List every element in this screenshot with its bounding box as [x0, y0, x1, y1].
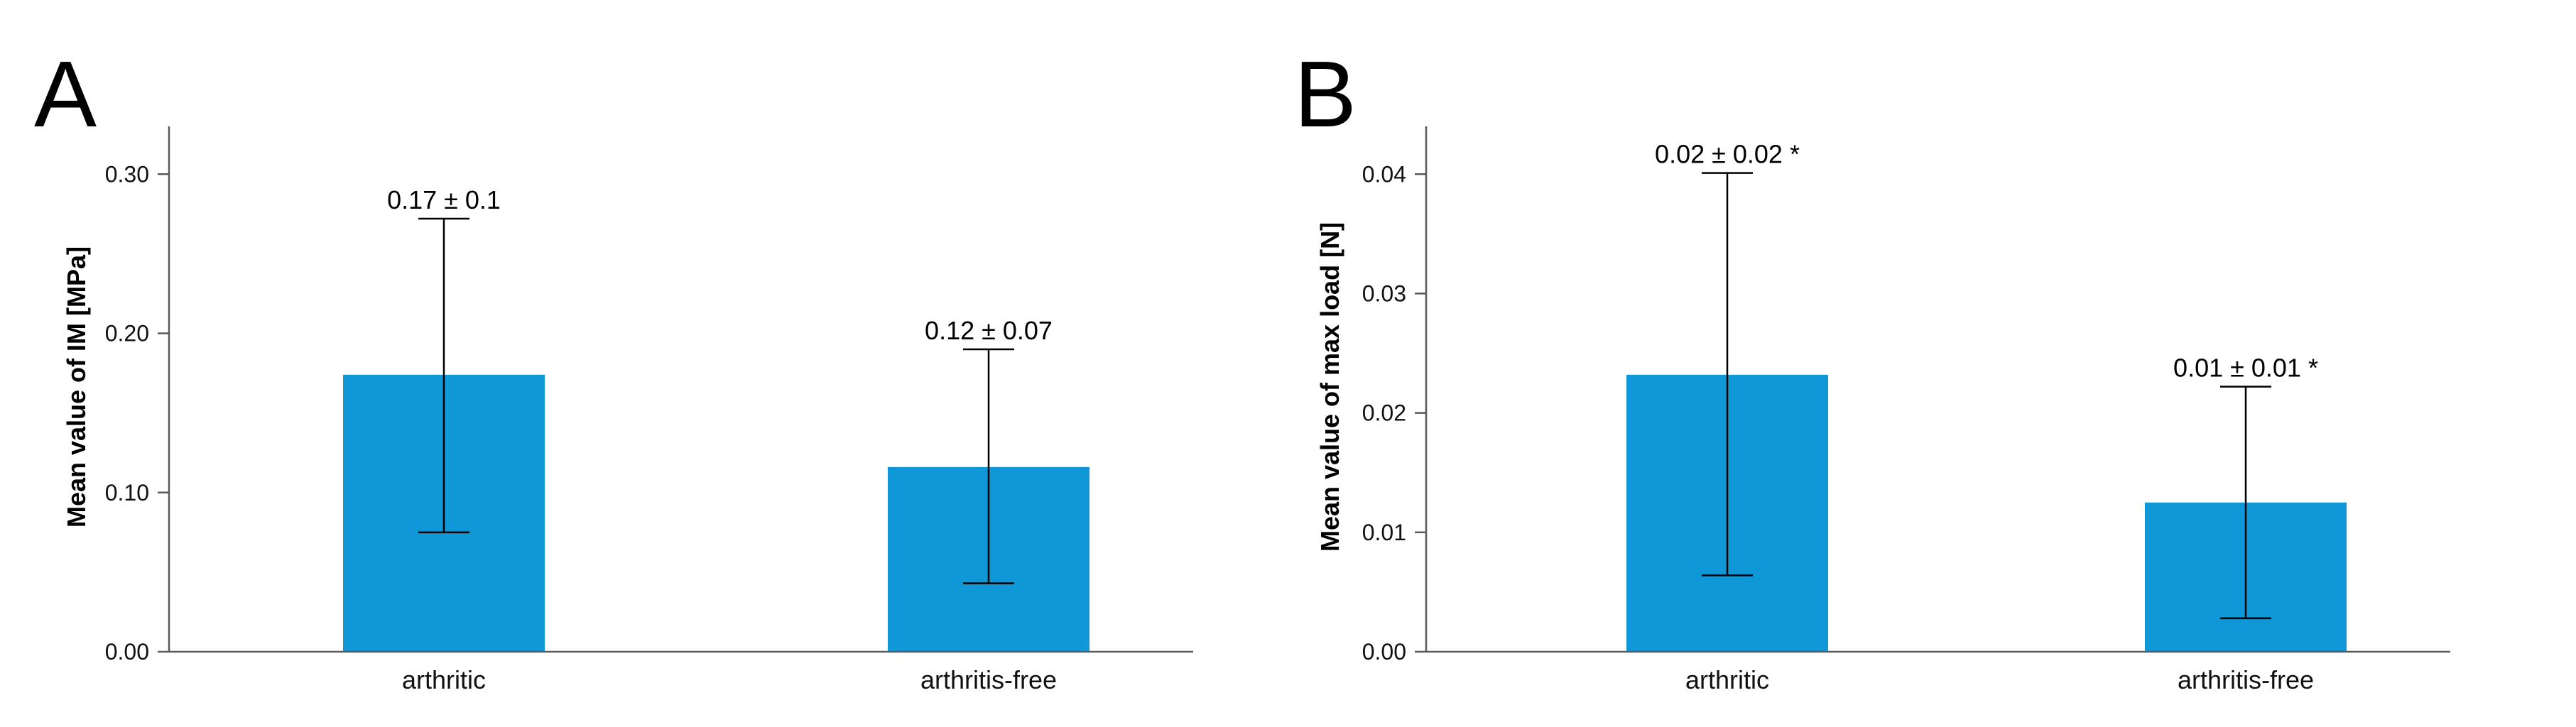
- data-label: 0.01 ± 0.01 *: [2173, 354, 2318, 383]
- data-label: 0.12 ± 0.07: [925, 316, 1053, 345]
- category-label: arthritis-free: [920, 665, 1057, 694]
- category-label: arthritic: [402, 665, 486, 694]
- y-axis-title: Mean value of max load [N]: [1315, 222, 1344, 552]
- error-bars: [1702, 172, 2271, 620]
- data-label: 0.02 ± 0.02 *: [1655, 140, 1800, 169]
- y-tick-label: 0.04: [1362, 161, 1406, 187]
- panel-b: B Mean value of max load [N] 0.000.010.0…: [1294, 42, 2450, 694]
- error-bars: [418, 217, 1014, 584]
- y-tick-label: 0.02: [1362, 400, 1406, 426]
- data-labels: 0.02 ± 0.02 * 0.01 ± 0.01 *: [1655, 140, 2318, 383]
- category-label: arthritic: [1685, 665, 1769, 694]
- data-label: 0.17 ± 0.1: [387, 185, 501, 214]
- data-labels: 0.17 ± 0.1 0.12 ± 0.07: [387, 185, 1053, 345]
- y-tick-label: 0.03: [1362, 280, 1406, 306]
- y-axis-ticks: 0.00 0.01 0.02 0.03 0.04: [1362, 161, 1426, 665]
- y-axis-title: Mean value of IM [MPa]: [62, 246, 91, 528]
- category-label: arthritis-free: [2178, 665, 2314, 694]
- y-tick-label: 0.00: [1362, 639, 1406, 665]
- panel-letter-a: A: [34, 42, 97, 146]
- y-tick-label: 0.01: [1362, 520, 1406, 545]
- category-labels: arthritic arthritis-free: [1685, 665, 2314, 694]
- y-tick-label: 0.00: [105, 639, 149, 665]
- y-axis-ticks: 0.00 0.10 0.20 0.30: [105, 161, 169, 665]
- y-tick-label: 0.30: [105, 161, 149, 187]
- panel-a: A Mean value of IM [MPa] 0.00 0.10 0.20 0.3…: [34, 42, 1193, 694]
- panel-letter-b: B: [1294, 42, 1357, 146]
- category-labels: arthritic arthritis-free: [402, 665, 1057, 694]
- y-tick-label: 0.20: [105, 321, 149, 346]
- y-tick-label: 0.10: [105, 480, 149, 505]
- bars: [1626, 374, 2347, 652]
- bars: [343, 374, 1089, 652]
